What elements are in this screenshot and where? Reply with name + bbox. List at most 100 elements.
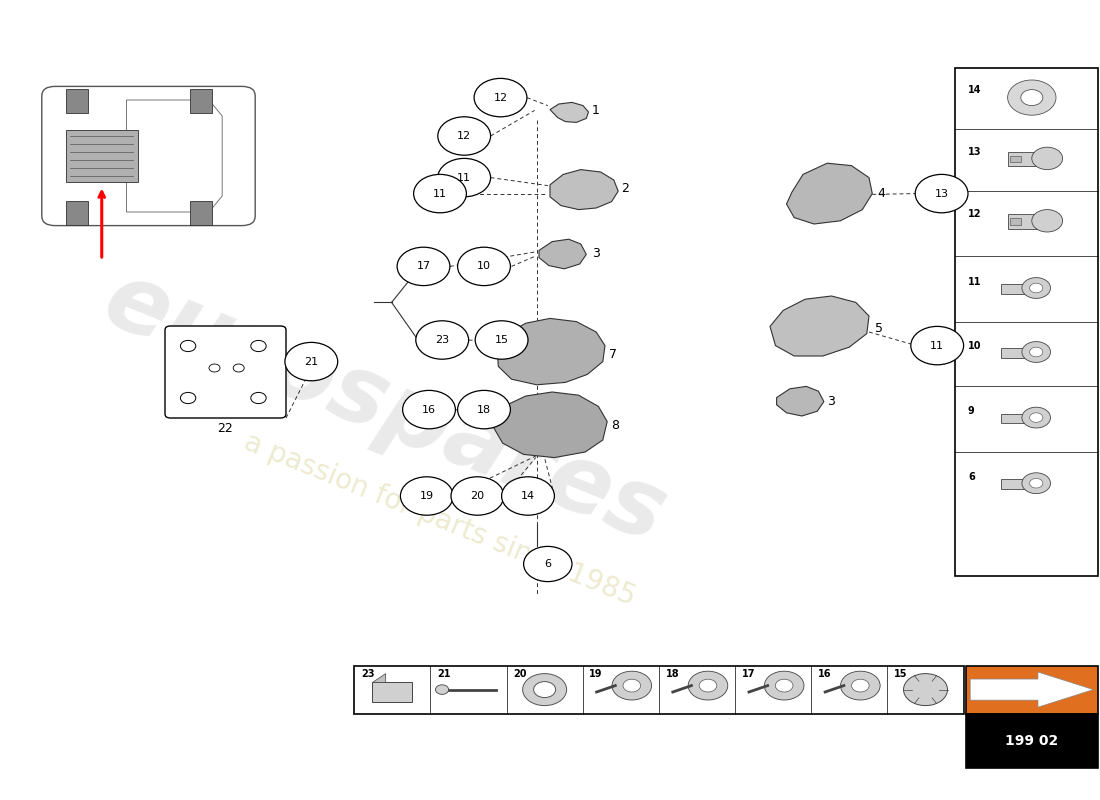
Text: 6: 6 — [544, 559, 551, 569]
Circle shape — [233, 364, 244, 372]
Text: 20: 20 — [513, 669, 527, 678]
Text: 19: 19 — [420, 491, 433, 501]
Circle shape — [1032, 210, 1063, 232]
Circle shape — [911, 326, 964, 365]
Text: 10: 10 — [477, 262, 491, 271]
Text: 13: 13 — [968, 147, 981, 157]
Bar — [1010, 156, 1021, 162]
Circle shape — [1030, 347, 1043, 357]
Circle shape — [1022, 407, 1050, 428]
Circle shape — [1022, 278, 1050, 298]
Circle shape — [474, 78, 527, 117]
Polygon shape — [786, 163, 872, 224]
Circle shape — [612, 671, 651, 700]
Circle shape — [1030, 283, 1043, 293]
Text: 21: 21 — [305, 357, 318, 366]
Text: 11: 11 — [968, 277, 981, 286]
Text: 6: 6 — [968, 472, 975, 482]
Text: 14: 14 — [968, 85, 981, 94]
Circle shape — [700, 679, 717, 692]
Circle shape — [475, 321, 528, 359]
Text: 3: 3 — [592, 247, 600, 260]
Circle shape — [403, 390, 455, 429]
Text: 14: 14 — [521, 491, 535, 501]
Polygon shape — [373, 674, 386, 682]
Circle shape — [851, 679, 869, 692]
Circle shape — [1008, 80, 1056, 115]
Circle shape — [180, 341, 196, 352]
Bar — [966, 714, 1098, 768]
Circle shape — [251, 392, 266, 403]
Bar — [373, 682, 412, 702]
Text: 13: 13 — [935, 189, 948, 198]
Polygon shape — [970, 672, 1093, 707]
Text: 17: 17 — [417, 262, 430, 271]
Circle shape — [438, 158, 491, 197]
Circle shape — [1021, 90, 1043, 106]
Circle shape — [522, 674, 566, 706]
Text: 16: 16 — [818, 669, 832, 678]
Circle shape — [1032, 147, 1063, 170]
Polygon shape — [491, 392, 607, 458]
Circle shape — [251, 341, 266, 352]
Circle shape — [416, 321, 469, 359]
Text: 15: 15 — [894, 669, 908, 678]
Text: 18: 18 — [666, 669, 679, 678]
Text: 12: 12 — [494, 93, 507, 102]
Circle shape — [180, 392, 196, 403]
Circle shape — [458, 390, 510, 429]
Bar — [1008, 152, 1038, 166]
Text: eurospares: eurospares — [91, 254, 679, 562]
Text: 19: 19 — [590, 669, 603, 678]
FancyBboxPatch shape — [165, 326, 286, 418]
FancyBboxPatch shape — [42, 86, 255, 226]
Bar — [66, 130, 138, 182]
Circle shape — [502, 477, 554, 515]
Bar — [190, 201, 212, 225]
Circle shape — [776, 679, 793, 692]
Text: 11: 11 — [458, 173, 471, 182]
Text: 7: 7 — [609, 348, 617, 361]
Circle shape — [840, 671, 880, 700]
Bar — [1001, 284, 1025, 294]
Text: 22: 22 — [218, 422, 233, 435]
Text: a passion for parts since 1985: a passion for parts since 1985 — [240, 429, 640, 611]
Text: 18: 18 — [477, 405, 491, 414]
Circle shape — [397, 247, 450, 286]
Text: 2: 2 — [621, 182, 629, 195]
Circle shape — [623, 679, 640, 692]
Text: 4: 4 — [878, 187, 886, 200]
Text: 12: 12 — [968, 210, 981, 219]
Circle shape — [915, 174, 968, 213]
Bar — [66, 89, 88, 113]
Bar — [1008, 214, 1038, 229]
Circle shape — [451, 477, 504, 515]
Text: 1: 1 — [592, 104, 600, 117]
Text: 199 02: 199 02 — [1005, 734, 1058, 748]
Circle shape — [400, 477, 453, 515]
Circle shape — [903, 674, 947, 706]
Circle shape — [1030, 478, 1043, 488]
Text: 15: 15 — [495, 335, 508, 345]
Circle shape — [438, 117, 491, 155]
Polygon shape — [539, 239, 586, 269]
Bar — [955, 68, 1098, 576]
Text: 11: 11 — [931, 341, 944, 350]
Circle shape — [209, 364, 220, 372]
Text: 11: 11 — [433, 189, 447, 198]
Circle shape — [1022, 342, 1050, 362]
Circle shape — [764, 671, 804, 700]
Circle shape — [689, 671, 728, 700]
Text: 3: 3 — [827, 395, 835, 408]
Bar — [1001, 414, 1025, 423]
Circle shape — [1030, 413, 1043, 422]
Polygon shape — [777, 386, 824, 416]
Polygon shape — [497, 318, 605, 385]
Text: 21: 21 — [437, 669, 451, 678]
Text: 8: 8 — [612, 419, 619, 432]
Text: 9: 9 — [968, 406, 975, 416]
Bar — [1001, 479, 1025, 489]
Text: 23: 23 — [436, 335, 449, 345]
Bar — [354, 666, 964, 714]
Text: 16: 16 — [422, 405, 436, 414]
